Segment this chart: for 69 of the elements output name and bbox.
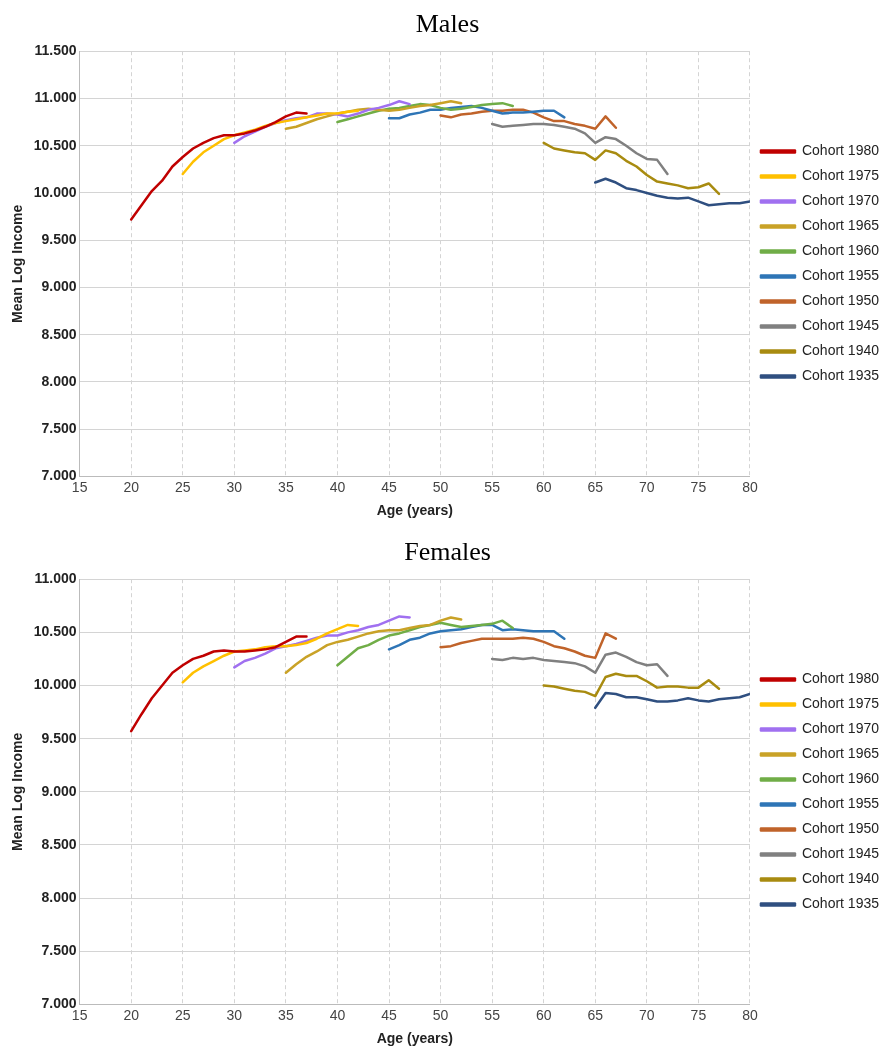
y-tick-label: 10.000 <box>33 676 77 693</box>
x-tick-label: 65 <box>587 478 604 495</box>
y-tick-label: 8.000 <box>41 372 77 389</box>
legend-label: Cohort 1965 <box>801 217 880 234</box>
legend-label: Cohort 1950 <box>801 820 880 837</box>
legend-label: Cohort 1975 <box>801 695 880 712</box>
x-tick-label: 60 <box>535 478 552 495</box>
legend-label: Cohort 1955 <box>801 267 880 284</box>
x-tick-label: 45 <box>381 478 397 495</box>
y-tick-label: 9.000 <box>41 782 77 799</box>
x-tick-label: 55 <box>484 478 501 495</box>
x-tick-label: 55 <box>484 1006 501 1023</box>
legend-label: Cohort 1935 <box>801 895 880 912</box>
y-tick-label: 8.500 <box>41 835 77 852</box>
x-tick-label: 65 <box>587 1006 604 1023</box>
chart-title: Males <box>415 9 480 39</box>
x-tick-label: 60 <box>535 1006 552 1023</box>
x-tick-label: 40 <box>329 478 346 495</box>
legend-label: Cohort 1965 <box>801 745 880 762</box>
legend-label: Cohort 1945 <box>801 317 880 334</box>
y-tick-label: 7.500 <box>41 942 77 959</box>
x-tick-label: 35 <box>278 1006 294 1023</box>
x-tick-label: 20 <box>123 1006 140 1023</box>
x-tick-label: 70 <box>639 1006 655 1023</box>
x-tick-label: 75 <box>690 478 707 495</box>
legend-label: Cohort 1980 <box>801 670 880 687</box>
x-tick-label: 30 <box>226 1006 243 1023</box>
x-axis-title: Age (years) <box>376 1030 453 1047</box>
y-tick-label: 9.500 <box>41 231 77 248</box>
x-tick-label: 25 <box>174 1006 191 1023</box>
x-tick-label: 30 <box>226 478 243 495</box>
legend-label: Cohort 1950 <box>801 292 880 309</box>
x-tick-label: 40 <box>329 1006 346 1023</box>
x-tick-label: 80 <box>742 1006 758 1023</box>
x-tick-label: 75 <box>690 1006 707 1023</box>
y-tick-label: 10.500 <box>33 623 77 640</box>
y-tick-label: 7.500 <box>41 420 77 437</box>
y-tick-label: 9.500 <box>41 729 77 746</box>
x-tick-label: 25 <box>174 478 191 495</box>
legend-label: Cohort 1970 <box>801 192 880 209</box>
y-axis-title: Mean Log Income <box>9 204 26 323</box>
chart-title: Females <box>404 537 491 567</box>
x-axis-title: Age (years) <box>376 502 453 519</box>
x-tick-label: 45 <box>381 1006 397 1023</box>
legend-label: Cohort 1970 <box>801 720 880 737</box>
legend-label: Cohort 1940 <box>801 870 880 887</box>
legend-label: Cohort 1960 <box>801 770 880 787</box>
x-tick-label: 50 <box>432 1006 449 1023</box>
legend-label: Cohort 1945 <box>801 845 880 862</box>
x-tick-label: 20 <box>123 478 140 495</box>
y-tick-label: 11.500 <box>34 42 77 59</box>
x-tick-label: 35 <box>278 478 294 495</box>
legend-label: Cohort 1940 <box>801 342 880 359</box>
y-tick-label: 8.500 <box>41 325 77 342</box>
y-tick-label: 10.000 <box>33 183 77 200</box>
legend-label: Cohort 1980 <box>801 142 880 159</box>
x-tick-label: 80 <box>742 478 758 495</box>
x-tick-label: 50 <box>432 478 449 495</box>
legend-label: Cohort 1935 <box>801 367 880 384</box>
y-tick-label: 11.000 <box>34 89 77 106</box>
legend-label: Cohort 1955 <box>801 795 880 812</box>
x-tick-label: 70 <box>639 478 655 495</box>
y-axis-title: Mean Log Income <box>9 732 26 851</box>
y-tick-label: 10.500 <box>33 136 77 153</box>
y-tick-label: 9.000 <box>41 278 77 295</box>
legend-label: Cohort 1975 <box>801 167 880 184</box>
y-tick-label: 8.000 <box>41 888 77 905</box>
legend-label: Cohort 1960 <box>801 242 880 259</box>
y-tick-label: 11.000 <box>34 570 77 587</box>
